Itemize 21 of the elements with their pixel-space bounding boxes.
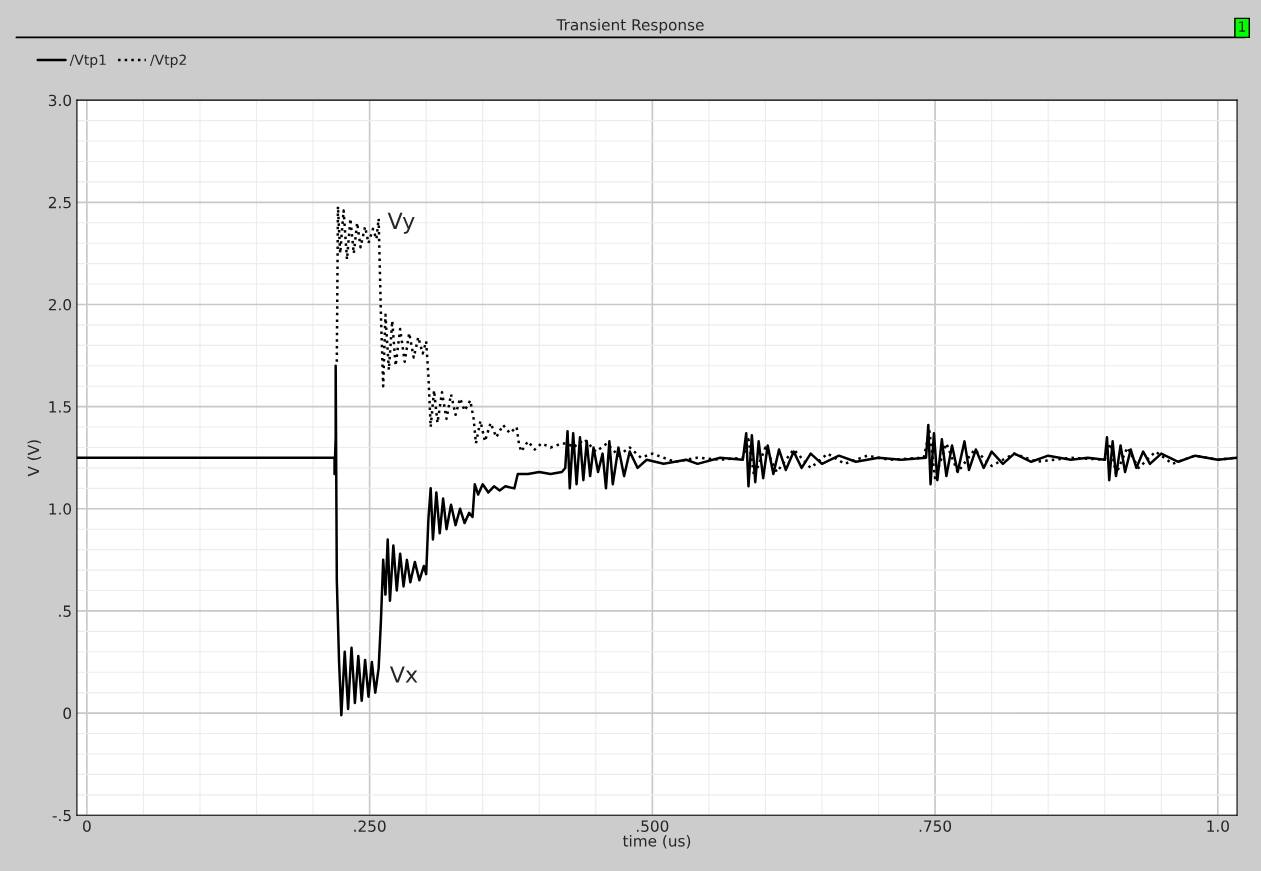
y-tick-label: -.5: [52, 809, 71, 822]
y-tick-label: 1.5: [49, 401, 71, 413]
y-axis-title: V (V): [27, 440, 42, 477]
x-tick-label: .750: [919, 820, 952, 832]
x-tick-label: .500: [636, 820, 669, 832]
y-tick-label: 2.5: [48, 196, 71, 209]
x-tick-label: 0: [83, 820, 91, 832]
x-axis-title: time (us): [622, 834, 691, 849]
y-tick-label: .5: [59, 605, 71, 617]
x-tick-label: 1.0: [1207, 820, 1229, 832]
annotation: Vy: [387, 212, 415, 234]
y-tick-label: 1.0: [49, 503, 72, 515]
text: 1: [1239, 21, 1246, 32]
x-tick-label: .250: [354, 820, 386, 832]
y-tick-label: 0: [63, 707, 72, 720]
chart-title: Transient Response: [556, 18, 704, 34]
legend-label: /Vtp2: [150, 54, 186, 68]
legend-label: /Vtp1: [69, 54, 106, 68]
y-tick-label: 2.0: [48, 298, 72, 311]
annotation: Vx: [389, 666, 418, 683]
y-tick-label: 3.0: [48, 94, 72, 107]
